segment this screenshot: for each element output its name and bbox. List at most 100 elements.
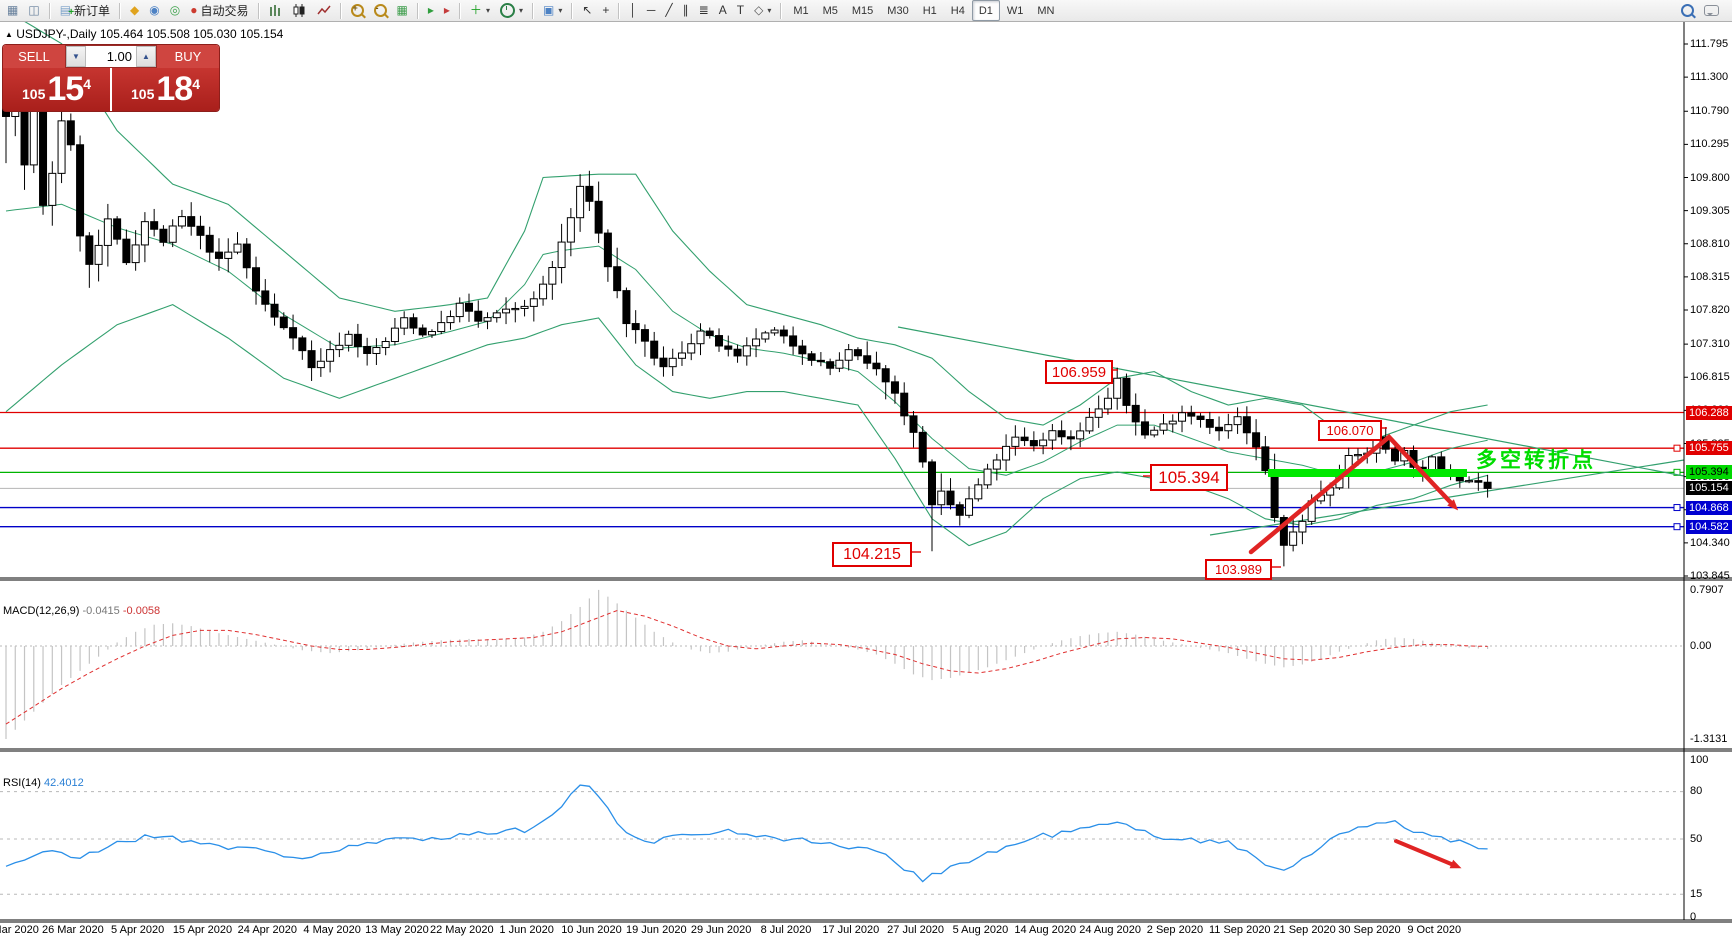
date-label-19: 11 Sep 2020	[1208, 924, 1271, 936]
price-note-103.989[interactable]: 103.989	[1205, 559, 1272, 580]
bar-chart-type-icon[interactable]	[264, 0, 288, 21]
zoom-in-icon[interactable]: +	[346, 0, 369, 21]
volume-increase-button[interactable]: ▲	[136, 46, 156, 67]
chat-icon[interactable]	[1699, 0, 1724, 21]
price-chip-104.582: 104.582	[1686, 519, 1732, 534]
macd-scale-0.00: 0.00	[1690, 640, 1712, 652]
text-label-icon-glyph: T	[736, 3, 745, 17]
level-handle-104.868[interactable]	[1673, 504, 1681, 512]
text-icon[interactable]: A	[714, 0, 732, 21]
shapes-icon-dropdown-arrow[interactable]: ▾	[767, 6, 772, 15]
trendline-icon[interactable]: ╱	[660, 0, 677, 21]
date-label-17: 24 Aug 2020	[1079, 924, 1142, 936]
date-label-1: 26 Mar 2020	[41, 924, 104, 936]
date-label-0: 17 Mar 2020	[0, 924, 39, 936]
candlestick-type-icon-glyph	[293, 4, 305, 17]
timeframe-button-h1[interactable]: H1	[922, 4, 937, 17]
toolbar-separator	[531, 2, 534, 19]
market-watch-icon[interactable]: ◆	[125, 0, 144, 21]
add-indicator-icon[interactable]: ＋ ▾	[465, 0, 495, 21]
profile-icon[interactable]: ◫	[23, 0, 44, 21]
price-note-106.959[interactable]: 106.959	[1045, 360, 1113, 384]
date-label-6: 13 May 2020	[365, 924, 429, 936]
price-tick-111.795: 111.795	[1690, 38, 1729, 50]
sell-price-button[interactable]: 105 15 4	[3, 68, 112, 111]
price-tick-110.295: 110.295	[1690, 138, 1729, 151]
sell-button[interactable]: SELL	[18, 49, 50, 64]
sell-price-big: 15	[47, 70, 84, 108]
zoom-in-icon-glyph: +	[350, 3, 364, 17]
templates-icon[interactable]: ▣ ▾	[538, 0, 567, 21]
fibonacci-icon[interactable]: ≣	[694, 0, 714, 21]
rsi-scale-0: 0	[1690, 911, 1697, 923]
templates-icon-dropdown-arrow[interactable]: ▾	[558, 6, 563, 15]
green-highlight-bar[interactable]	[1268, 469, 1467, 477]
price-note-105.394[interactable]: 105.394	[1150, 464, 1228, 491]
auto-trading-button[interactable]: ● 自动交易	[185, 0, 253, 21]
search-icon[interactable]	[1676, 0, 1699, 21]
timeframe-button-m15[interactable]: M15	[851, 4, 874, 17]
timeframe-button-d1[interactable]: D1	[971, 0, 1000, 21]
buy-button[interactable]: BUY	[174, 49, 202, 64]
rsi-indicator-label: RSI(14) 42.4012	[3, 777, 84, 789]
timeframe-button-w1[interactable]: W1	[1006, 4, 1024, 17]
toolbar-separator	[571, 2, 574, 19]
tile-windows-icon[interactable]: ▦	[392, 0, 413, 21]
date-label-14: 27 Jul 2020	[887, 924, 945, 936]
vertical-line-icon-glyph: │	[629, 3, 637, 17]
bull-bear-turning-point-note[interactable]: 多空转折点	[1476, 449, 1596, 472]
periods-icon-dropdown-arrow[interactable]: ▾	[518, 6, 523, 15]
candlestick-type-icon[interactable]	[288, 0, 312, 21]
cursor-icon[interactable]: ↖	[577, 0, 597, 21]
add-indicator-icon-dropdown-arrow[interactable]: ▾	[485, 6, 490, 15]
volume-decrease-button[interactable]: ▼	[66, 46, 86, 67]
toolbar-group-7: ▣ ▾	[536, 0, 569, 21]
market-watch-icon-glyph: ◆	[130, 3, 140, 17]
timeframe-button-m30[interactable]: M30	[887, 4, 909, 17]
price-chip-106.288: 106.288	[1686, 405, 1732, 420]
price-note-104.215[interactable]: 104.215	[832, 542, 912, 567]
chart-window-icon[interactable]: ▦	[2, 0, 23, 21]
crosshair-icon[interactable]: +	[597, 0, 614, 21]
search-icon-glyph	[1681, 4, 1694, 17]
buy-price-button[interactable]: 105 18 4	[112, 68, 219, 111]
line-chart-type-icon[interactable]	[312, 0, 336, 21]
timeframe-button-m5[interactable]: M5	[822, 4, 838, 17]
timeframe-button-h4[interactable]: H4	[950, 4, 965, 17]
text-label-icon[interactable]: T	[732, 0, 749, 21]
vertical-line-icon[interactable]: │	[624, 0, 642, 21]
trend-arrow-main[interactable]	[1248, 433, 1459, 555]
auto-trading-button-label: 自动交易	[200, 4, 249, 18]
toolbar-group-4: + - ▦	[344, 0, 415, 21]
zoom-out-icon[interactable]: -	[369, 0, 392, 21]
auto-scroll-icon[interactable]: ▸	[423, 0, 439, 21]
macd-indicator-label: MACD(12,26,9) -0.0415 -0.0058	[3, 605, 161, 617]
toolbar-group-6: ＋ ▾ ▾	[463, 0, 530, 21]
toolbar-separator	[257, 2, 260, 19]
auto-scroll-icon-glyph: ▸	[427, 3, 434, 17]
text-icon-glyph: A	[718, 3, 727, 17]
channel-icon[interactable]: ∥	[678, 0, 694, 21]
timeframe-button-mn[interactable]: MN	[1037, 4, 1055, 17]
signal-icon[interactable]: ◎	[165, 0, 185, 21]
horizontal-line-icon[interactable]: ─	[642, 0, 661, 21]
level-handle-105.755[interactable]	[1673, 444, 1681, 452]
shapes-icon[interactable]: ◇ ▾	[749, 0, 776, 21]
data-window-icon[interactable]: ◉	[144, 0, 164, 21]
periods-icon[interactable]: ▾	[495, 0, 528, 21]
price-tick-109.305: 109.305	[1690, 204, 1730, 217]
price-chip-105.394: 105.394	[1686, 465, 1732, 480]
date-label-4: 24 Apr 2020	[237, 924, 297, 936]
trendline-0[interactable]	[897, 326, 1685, 477]
trend-arrow-rsi[interactable]	[1394, 839, 1462, 869]
price-note-106.070[interactable]: 106.070	[1318, 420, 1382, 441]
volume-input[interactable]: 1.00	[106, 49, 132, 64]
sell-price-prefix: 105	[22, 85, 46, 102]
level-handle-105.394[interactable]	[1673, 468, 1681, 476]
level-handle-104.582[interactable]	[1673, 523, 1681, 531]
timeframe-button-m1[interactable]: M1	[793, 4, 809, 17]
date-label-3: 15 Apr 2020	[172, 924, 233, 936]
new-order-button[interactable]: ▤ + 新订单	[55, 0, 115, 21]
chart-shift-icon[interactable]: ▸	[439, 0, 455, 21]
